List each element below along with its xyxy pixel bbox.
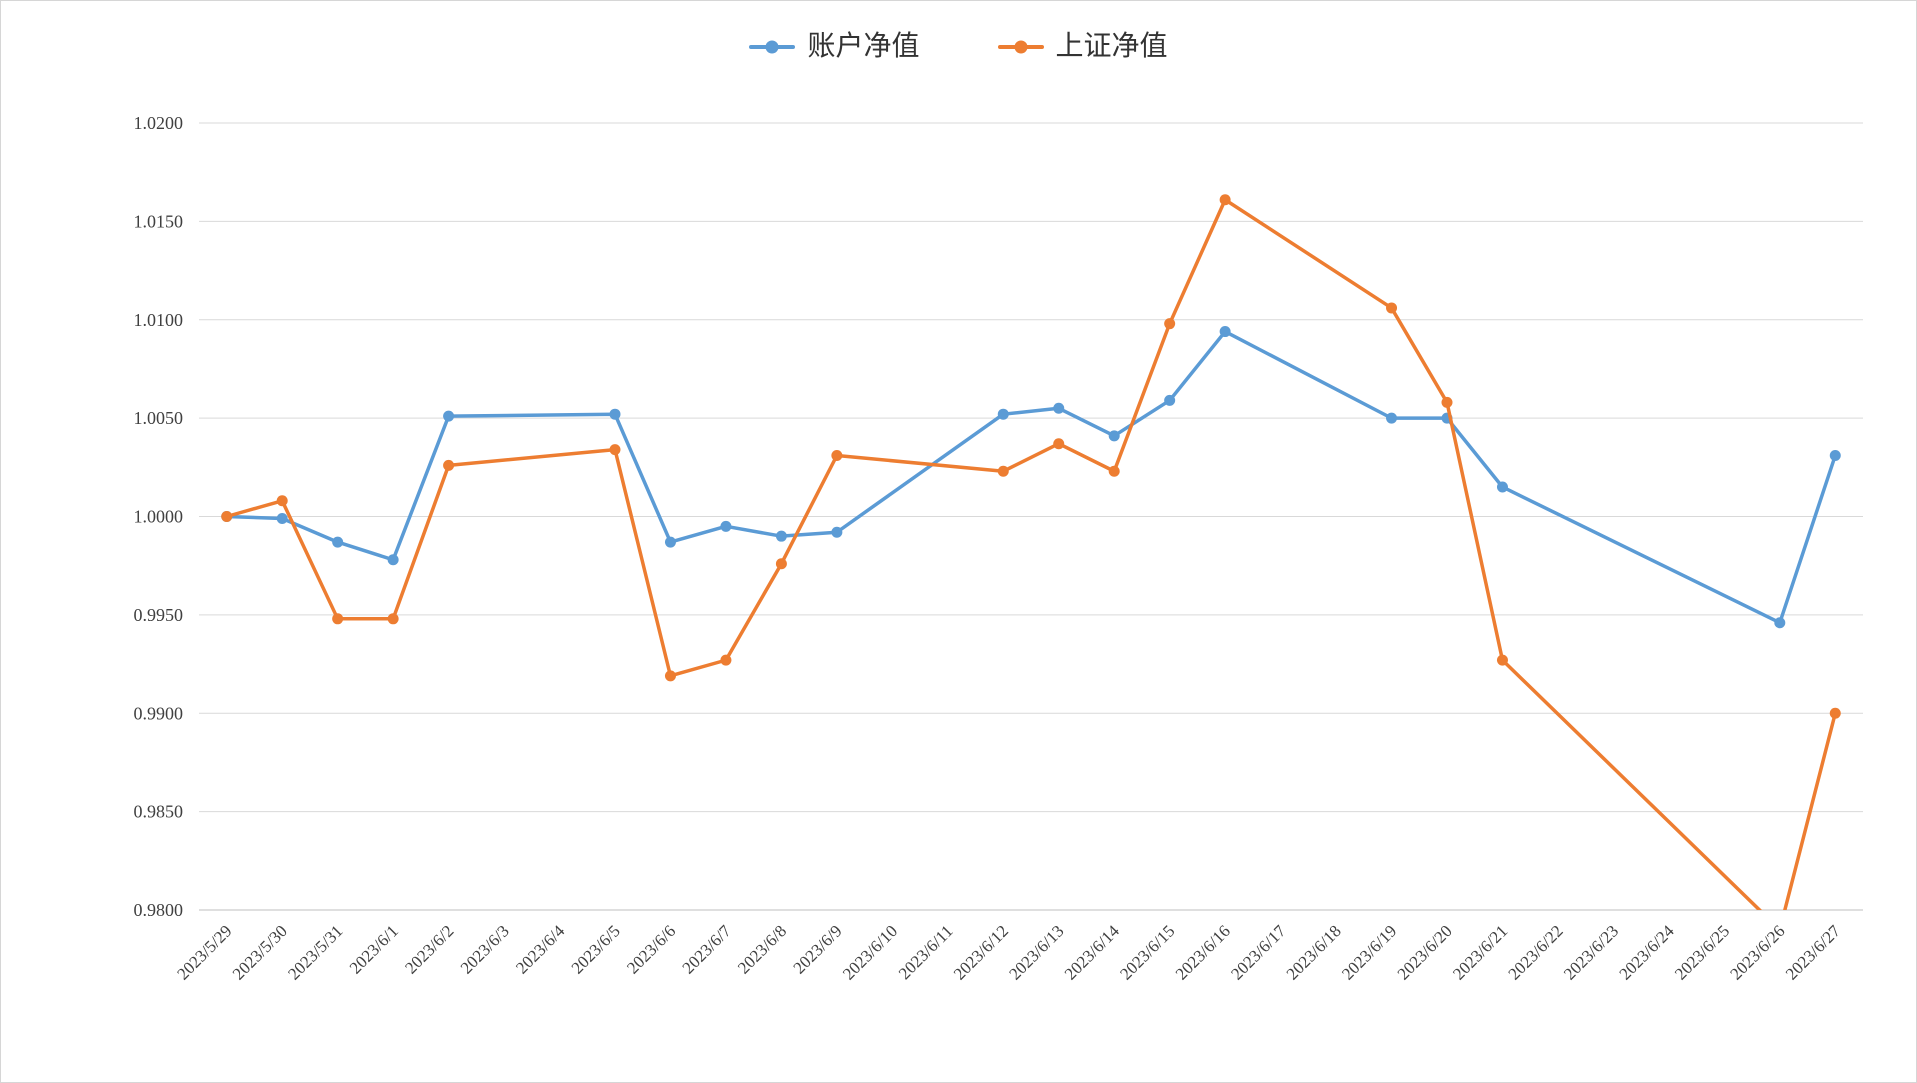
data-point-账户净值	[720, 520, 732, 532]
data-point-账户净值	[443, 410, 455, 422]
y-tick-label: 0.9800	[134, 900, 184, 920]
legend-item-sse-net-value: 上证净值	[997, 31, 1168, 62]
data-point-账户净值	[387, 554, 399, 566]
x-tick-label: 2023/6/13	[1005, 921, 1067, 983]
x-tick-label: 2023/6/2	[401, 921, 457, 977]
data-point-上证净值	[997, 465, 1009, 477]
legend-line-dot-icon	[997, 45, 1044, 49]
x-tick-label: 2023/6/22	[1505, 921, 1567, 983]
data-point-上证净值	[221, 511, 233, 522]
data-point-账户净值	[775, 530, 787, 542]
data-point-账户净值	[1219, 326, 1231, 338]
x-tick-label: 2023/6/10	[839, 921, 901, 983]
data-point-上证净值	[1053, 438, 1065, 450]
x-tick-label: 2023/5/31	[284, 921, 346, 983]
data-point-账户净值	[1829, 450, 1841, 462]
x-tick-label: 2023/6/21	[1449, 921, 1511, 983]
x-tick-label: 2023/6/6	[623, 921, 679, 977]
legend-label: 上证净值	[1055, 31, 1168, 62]
data-point-账户净值	[997, 408, 1009, 420]
x-tick-label: 2023/6/9	[790, 921, 846, 977]
data-point-账户净值	[664, 536, 676, 548]
x-tick-label: 2023/6/19	[1338, 921, 1400, 983]
data-point-上证净值	[443, 459, 455, 471]
data-point-账户净值	[1496, 481, 1508, 493]
x-tick-label: 2023/6/20	[1394, 921, 1456, 983]
x-tick-label: 2023/6/11	[895, 921, 957, 983]
x-tick-label: 2023/6/3	[457, 921, 513, 977]
data-point-上证净值	[1441, 396, 1453, 408]
chart-legend: 账户净值 上证净值	[1, 33, 1916, 61]
x-tick-label: 2023/6/7	[679, 921, 736, 978]
x-tick-label: 2023/6/23	[1560, 921, 1622, 983]
x-tick-label: 2023/5/30	[229, 921, 291, 983]
x-tick-label: 2023/6/1	[346, 921, 402, 977]
y-tick-label: 0.9950	[134, 605, 184, 625]
x-tick-label: 2023/6/24	[1616, 921, 1679, 984]
data-point-上证净值	[664, 670, 676, 682]
x-tick-label: 2023/6/4	[512, 921, 569, 978]
legend-label: 账户净值	[807, 31, 920, 62]
y-tick-label: 0.9850	[134, 802, 184, 822]
series-line-账户净值	[224, 329, 1838, 625]
data-point-上证净值	[775, 558, 787, 570]
x-tick-label: 2023/6/17	[1227, 921, 1290, 984]
legend-item-account-net-value: 账户净值	[749, 31, 920, 62]
data-point-上证净值	[1496, 654, 1508, 666]
x-tick-label: 2023/6/25	[1671, 921, 1733, 983]
legend-line-dot-icon	[749, 45, 796, 49]
x-tick-label: 2023/6/12	[950, 921, 1012, 983]
data-point-账户净值	[1108, 430, 1120, 442]
y-tick-label: 1.0050	[134, 408, 184, 428]
x-tick-label: 2023/6/5	[568, 921, 624, 977]
data-point-账户净值	[1053, 402, 1065, 414]
x-tick-label: 2023/6/27	[1782, 921, 1845, 984]
data-point-上证净值	[387, 613, 399, 625]
data-point-上证净值	[720, 654, 732, 666]
data-point-账户净值	[1386, 412, 1398, 424]
x-tick-label: 2023/5/29	[173, 921, 235, 983]
y-tick-label: 1.0150	[134, 211, 184, 231]
y-tick-label: 1.0000	[134, 507, 184, 527]
y-tick-label: 0.9900	[134, 703, 184, 723]
x-tick-label: 2023/6/16	[1172, 921, 1234, 983]
data-point-上证净值	[1829, 707, 1841, 719]
series-line-上证净值	[224, 197, 1838, 910]
data-point-账户净值	[609, 408, 621, 420]
x-tick-label: 2023/6/14	[1061, 921, 1124, 984]
x-tick-label: 2023/6/15	[1116, 921, 1178, 983]
data-point-上证净值	[1386, 302, 1398, 314]
y-tick-label: 1.0200	[134, 113, 184, 133]
y-tick-label: 1.0100	[134, 310, 184, 330]
data-point-账户净值	[1164, 394, 1176, 406]
data-point-上证净值	[831, 450, 843, 462]
data-point-上证净值	[1108, 465, 1120, 477]
data-point-上证净值	[1164, 318, 1176, 330]
data-point-账户净值	[831, 526, 843, 538]
x-tick-label: 2023/6/8	[734, 921, 790, 977]
x-tick-label: 2023/6/26	[1726, 921, 1788, 983]
data-point-上证净值	[276, 495, 288, 507]
data-point-上证净值	[609, 444, 621, 456]
data-point-上证净值	[1219, 194, 1231, 206]
data-point-账户净值	[276, 512, 288, 524]
x-tick-label: 2023/6/18	[1283, 921, 1345, 983]
data-point-账户净值	[1774, 617, 1786, 629]
data-point-上证净值	[332, 613, 344, 625]
data-point-账户净值	[332, 536, 344, 548]
